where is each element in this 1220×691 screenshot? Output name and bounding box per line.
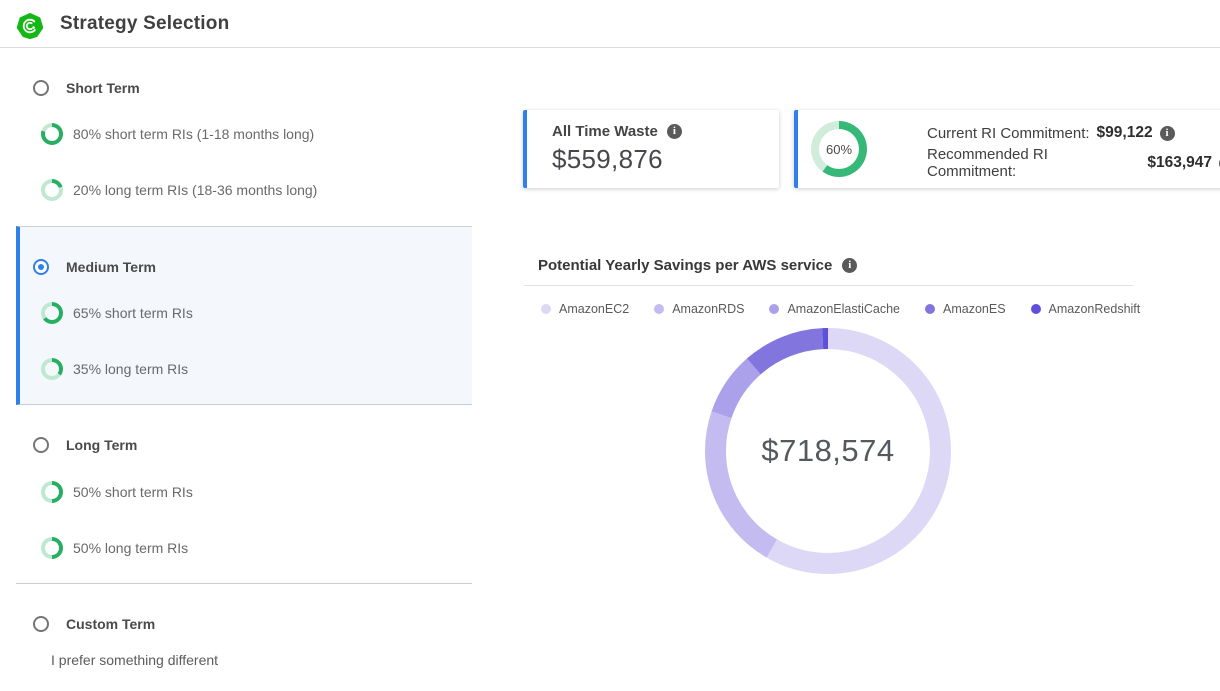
recommended-commitment-value: $163,947 <box>1147 154 1212 172</box>
legend-label: AmazonRDS <box>672 302 744 316</box>
all-time-waste-value: $559,876 <box>552 144 779 175</box>
legend-dot <box>654 304 664 314</box>
pct-ring-20 <box>41 179 63 201</box>
recommended-commitment-label: Recommended RI Commitment: <box>927 146 1140 180</box>
option-long-term-label: Long Term <box>66 437 137 453</box>
pct-ring-50b <box>41 537 63 559</box>
short-term-row-1: 80% short term RIs (1-18 months long) <box>41 123 314 145</box>
info-icon[interactable]: i <box>1160 126 1175 141</box>
ri-commitment-card: 60% Current RI Commitment: $99,122 i Rec… <box>794 110 1220 188</box>
long-term-row-2-label: 50% long term RIs <box>73 540 188 556</box>
legend-dot <box>1031 304 1041 314</box>
chart-title-divider <box>524 285 1133 286</box>
legend-label: AmazonElastiCache <box>787 302 900 316</box>
chart-legend: AmazonEC2 AmazonRDS AmazonElastiCache Am… <box>541 302 1101 316</box>
pct-ring-65 <box>41 302 63 324</box>
all-time-waste-card: All Time Waste i $559,876 <box>523 110 779 188</box>
radio-custom-term[interactable] <box>33 616 49 632</box>
legend-dot <box>541 304 551 314</box>
option-medium-term[interactable]: Medium Term <box>16 257 472 277</box>
info-icon[interactable]: i <box>667 124 682 139</box>
long-term-row-1-label: 50% short term RIs <box>73 484 193 500</box>
medium-term-row-1-label: 65% short term RIs <box>73 305 193 321</box>
chart-title-row: Potential Yearly Savings per AWS service… <box>538 257 857 274</box>
recommended-commitment-line: Recommended RI Commitment: $163,947 i <box>927 152 1220 174</box>
radio-short-term[interactable] <box>33 80 49 96</box>
info-icon[interactable]: i <box>842 258 857 273</box>
page-header: Strategy Selection <box>0 0 1220 48</box>
donut-center-value: $718,574 <box>705 328 951 574</box>
legend-dot <box>925 304 935 314</box>
short-term-row-2: 20% long term RIs (18-36 months long) <box>41 179 317 201</box>
medium-term-row-2: 35% long term RIs <box>41 358 188 380</box>
pct-ring-35 <box>41 358 63 380</box>
radio-medium-term[interactable] <box>33 259 49 275</box>
pct-ring-50a <box>41 481 63 503</box>
legend-item-amazonrds[interactable]: AmazonRDS <box>654 302 744 316</box>
short-term-row-2-label: 20% long term RIs (18-36 months long) <box>73 182 317 198</box>
strategy-selection-page: Strategy Selection Short Term 80% short … <box>0 0 1220 691</box>
long-term-row-1: 50% short term RIs <box>41 481 193 503</box>
commitment-gauge-label: 60% <box>811 121 867 177</box>
legend-item-amazones[interactable]: AmazonES <box>925 302 1006 316</box>
option-medium-term-label: Medium Term <box>66 259 156 275</box>
legend-item-amazonelasticache[interactable]: AmazonElastiCache <box>769 302 900 316</box>
option-short-term-label: Short Term <box>66 80 140 96</box>
current-commitment-line: Current RI Commitment: $99,122 i <box>927 122 1220 144</box>
medium-term-row-1: 65% short term RIs <box>41 302 193 324</box>
option-custom-term[interactable]: Custom Term <box>16 614 472 634</box>
chart-title: Potential Yearly Savings per AWS service <box>538 257 832 274</box>
option-custom-term-label: Custom Term <box>66 616 155 632</box>
medium-term-row-2-label: 35% long term RIs <box>73 361 188 377</box>
custom-term-subtitle: I prefer something different <box>51 652 218 668</box>
page-title: Strategy Selection <box>60 13 229 35</box>
legend-label: AmazonRedshift <box>1049 302 1141 316</box>
option-long-term[interactable]: Long Term <box>16 435 472 455</box>
legend-label: AmazonEC2 <box>559 302 629 316</box>
section-divider <box>16 583 472 584</box>
short-term-row-1-label: 80% short term RIs (1-18 months long) <box>73 126 314 142</box>
legend-label: AmazonES <box>943 302 1006 316</box>
legend-dot <box>769 304 779 314</box>
legend-item-amazonec2[interactable]: AmazonEC2 <box>541 302 629 316</box>
current-commitment-value: $99,122 <box>1097 124 1153 142</box>
app-logo-icon <box>17 13 43 39</box>
option-short-term[interactable]: Short Term <box>16 78 472 98</box>
radio-long-term[interactable] <box>33 437 49 453</box>
long-term-row-2: 50% long term RIs <box>41 537 188 559</box>
all-time-waste-label: All Time Waste <box>552 123 658 140</box>
legend-item-amazonredshift[interactable]: AmazonRedshift <box>1031 302 1141 316</box>
current-commitment-label: Current RI Commitment: <box>927 125 1090 142</box>
pct-ring-80 <box>41 123 63 145</box>
